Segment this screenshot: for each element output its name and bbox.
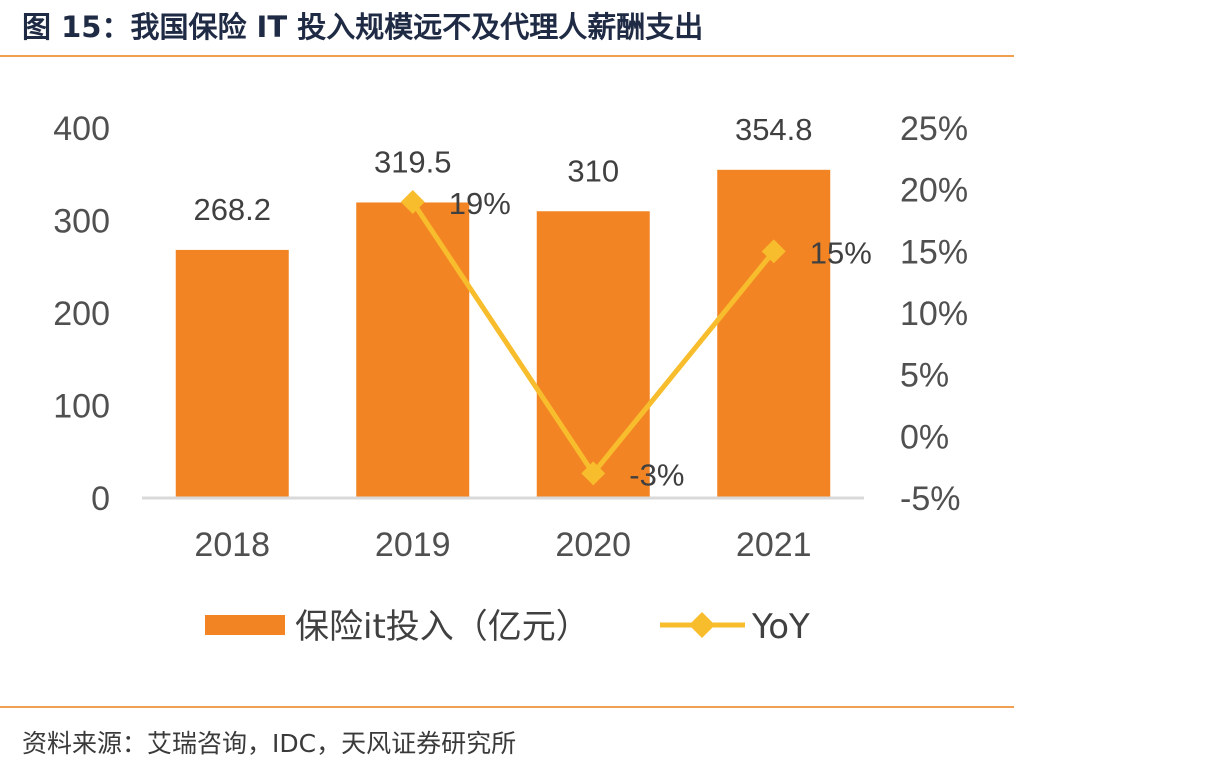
bar-data-label: 310	[567, 153, 619, 188]
left-axis: 0 100 200 300 400	[53, 110, 110, 518]
yoy-marker	[581, 461, 606, 486]
bar	[717, 169, 831, 498]
figure-title: 图 15：我国保险 IT 投入规模远不及代理人薪酬支出	[22, 10, 704, 44]
bar-data-labels: 268.2 319.5 310 354.8	[193, 112, 812, 227]
top-divider	[0, 55, 1014, 57]
yoy-marker	[400, 190, 425, 214]
right-tick-label: 0%	[900, 418, 949, 456]
right-tick-label: 15%	[900, 233, 968, 271]
left-tick-label: 0	[91, 480, 110, 518]
yoy-data-label: 15%	[810, 235, 872, 270]
right-tick-label: -5%	[900, 480, 960, 518]
bar	[356, 202, 470, 498]
x-tick-label: 2021	[736, 526, 812, 564]
right-tick-label: 25%	[900, 110, 968, 148]
right-tick-label: 20%	[900, 172, 968, 210]
right-tick-label: 5%	[900, 357, 949, 395]
line-series: 19% -3% 15%	[400, 186, 872, 492]
left-tick-label: 100	[53, 388, 110, 426]
source-note: 资料来源：艾瑞咨询，IDC，天风证券研究所	[22, 729, 517, 758]
x-tick-label: 2018	[194, 526, 270, 564]
bar-series	[175, 169, 831, 498]
x-tick-label: 2019	[375, 526, 451, 564]
legend-line-marker	[689, 612, 715, 638]
legend-bar-label: 保险it投入（亿元）	[295, 607, 590, 647]
left-tick-label: 400	[53, 110, 110, 148]
x-tick-label: 2020	[555, 526, 631, 564]
bar	[175, 249, 289, 498]
left-tick-label: 200	[53, 295, 110, 333]
bar	[536, 211, 650, 498]
right-axis: -5% 0% 5% 10% 15% 20% 25%	[900, 110, 968, 518]
legend-line-label: YoY	[751, 607, 810, 647]
x-axis: 2018 2019 2020 2021	[194, 526, 811, 564]
bar-data-label: 354.8	[735, 112, 813, 147]
legend: 保险it投入（亿元） YoY	[205, 607, 810, 647]
left-tick-label: 300	[53, 203, 110, 241]
legend-bar-swatch	[205, 615, 285, 635]
bar-data-label: 268.2	[193, 192, 271, 227]
yoy-marker	[761, 239, 786, 264]
right-tick-label: 10%	[900, 295, 968, 333]
bar-data-label: 319.5	[374, 144, 452, 179]
yoy-data-label: 19%	[449, 186, 511, 221]
bottom-divider	[0, 706, 1014, 708]
yoy-data-label: -3%	[629, 457, 684, 492]
